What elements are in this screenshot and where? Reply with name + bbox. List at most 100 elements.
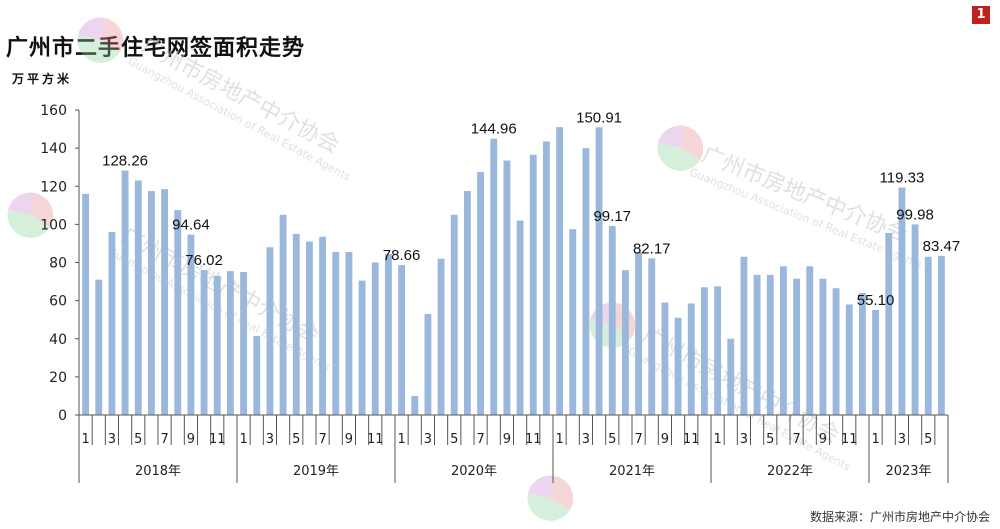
page-number-badge: 1: [972, 6, 990, 24]
bar: [872, 309, 880, 415]
watermark-logo-icon: [7, 192, 54, 238]
bar: [621, 270, 629, 416]
month-tick-label: 11: [209, 432, 226, 447]
bar: [319, 236, 327, 415]
bar: [700, 287, 708, 415]
y-tick-label: 60: [49, 294, 67, 310]
y-tick-label: 0: [58, 408, 67, 424]
data-label: 99.17: [593, 208, 631, 225]
bar: [898, 187, 906, 415]
bar: [292, 233, 300, 415]
bar: [332, 252, 340, 415]
watermark-logo-icon: [77, 17, 124, 63]
data-label: 78.66: [383, 247, 421, 264]
bar: [200, 270, 208, 415]
bar: [529, 154, 537, 416]
bar: [411, 395, 419, 415]
bar: [648, 258, 656, 415]
bar: [187, 234, 195, 415]
month-tick-label: 5: [924, 432, 932, 447]
month-tick-label: 3: [108, 432, 116, 447]
bar: [371, 262, 379, 415]
bar: [424, 313, 432, 415]
bar: [437, 258, 445, 415]
month-tick-label: 3: [740, 432, 748, 447]
data-label: 99.98: [896, 206, 934, 223]
y-axis: 0 20 40 60 80 100 120 140 160: [40, 103, 80, 424]
data-label: 119.33: [880, 170, 925, 187]
year-label: 2022年: [767, 464, 813, 479]
month-tick-label: 3: [582, 432, 590, 447]
bar: [832, 288, 840, 415]
y-tick-label: 160: [40, 103, 67, 119]
bar: [674, 317, 682, 415]
month-tick-label: 9: [819, 432, 827, 447]
month-tick-label: 9: [661, 432, 669, 447]
bar: [253, 335, 261, 415]
month-tick-label: 1: [871, 432, 879, 447]
data-label: 94.64: [172, 217, 210, 234]
data-label: 83.47: [923, 238, 961, 255]
month-tick-label: 7: [792, 432, 800, 447]
month-tick-label: 3: [424, 432, 432, 447]
bar: [147, 191, 155, 415]
month-tick-label: 9: [187, 432, 195, 447]
month-tick-label: 1: [555, 432, 563, 447]
bar: [226, 271, 234, 415]
bar: [845, 304, 853, 415]
bar: [384, 253, 392, 415]
data-source-note: 数据来源：广州市房地产中介协会: [809, 510, 990, 524]
watermark-text: 广州市房地产中介协会: [137, 33, 343, 158]
month-tick-label: 11: [525, 432, 542, 447]
bar: [490, 138, 498, 416]
bar: [556, 127, 564, 415]
month-tick-label: 5: [292, 432, 300, 447]
month-tick-label: 1: [397, 432, 405, 447]
month-tick-label: 5: [134, 432, 142, 447]
bar: [477, 171, 485, 415]
bar: [95, 279, 103, 415]
bar: [358, 280, 366, 415]
month-tick-label: 5: [766, 432, 774, 447]
month-tick-label: 7: [634, 432, 642, 447]
bar: [213, 275, 221, 415]
month-tick-label: 1: [81, 432, 89, 447]
watermark-subtext: Guangzhou Association of Real Estate Age…: [126, 55, 353, 184]
bar: [121, 170, 129, 415]
bar: [858, 293, 866, 415]
bar: [503, 160, 511, 415]
month-tick-label: 1: [239, 432, 247, 447]
bar: [793, 278, 801, 415]
bar: [82, 193, 90, 416]
bar: [727, 338, 735, 415]
year-label: 2018年: [135, 464, 181, 479]
bar: [174, 210, 182, 415]
bar: [279, 214, 287, 415]
month-tick-label: 5: [450, 432, 458, 447]
bar: [266, 247, 274, 415]
bar: [345, 252, 353, 415]
watermark-logo-icon: [527, 475, 574, 521]
bar: [753, 274, 761, 415]
y-tick-label: 120: [40, 179, 67, 195]
bar: [108, 232, 116, 415]
y-tick-label: 80: [49, 256, 67, 272]
bar: [740, 256, 748, 415]
bar: [595, 127, 603, 415]
month-tick-label: 7: [318, 432, 326, 447]
bar: [714, 286, 722, 415]
bar: [635, 252, 643, 415]
bar: [819, 278, 827, 415]
y-axis-unit-label: 万平方米: [12, 72, 73, 86]
data-label: 82.17: [633, 240, 671, 257]
data-label: 55.10: [857, 292, 895, 309]
y-tick-label: 140: [40, 141, 67, 157]
bar: [687, 303, 695, 415]
bar: [240, 272, 248, 415]
y-tick-label: 40: [49, 332, 67, 348]
data-labels: 128.26 94.64 76.02 78.66 144.96 150.91 99.1782…: [102, 109, 960, 309]
chart-title: 广州市二手住宅网签面积走势: [6, 36, 306, 61]
year-label: 2023年: [885, 464, 931, 479]
